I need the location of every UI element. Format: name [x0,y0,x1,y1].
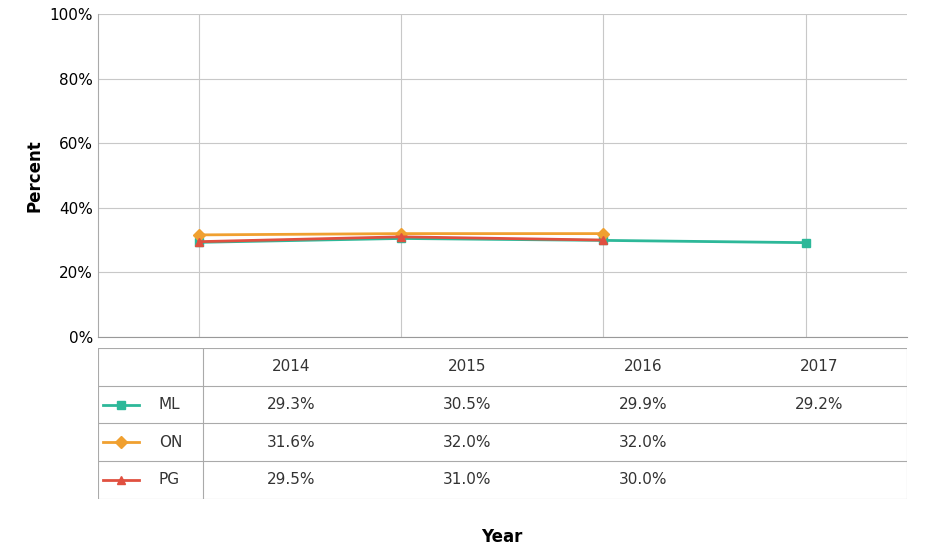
Line: ON: ON [194,229,607,239]
Text: ON: ON [159,434,182,449]
Line: PG: PG [194,233,607,246]
Y-axis label: Percent: Percent [26,139,44,212]
Text: 31.0%: 31.0% [443,472,491,487]
ML [193,239,205,246]
Text: 2016: 2016 [623,359,662,374]
ON [598,230,609,237]
Text: 29.5%: 29.5% [267,472,315,487]
PG [395,233,406,240]
ML [395,235,406,242]
ML [800,240,811,246]
Text: 2017: 2017 [800,359,838,374]
PG [598,237,609,243]
ON [193,232,205,238]
Text: ML: ML [159,397,180,412]
ML [598,237,609,244]
Text: 29.3%: 29.3% [267,397,315,412]
Text: 30.0%: 30.0% [618,472,667,487]
Line: ML: ML [194,234,810,247]
Text: 32.0%: 32.0% [443,434,491,449]
Text: 2014: 2014 [272,359,310,374]
Text: 29.2%: 29.2% [794,397,843,412]
Text: 30.5%: 30.5% [443,397,491,412]
Text: 32.0%: 32.0% [618,434,667,449]
Text: 29.9%: 29.9% [618,397,667,412]
Text: 31.6%: 31.6% [267,434,315,449]
Text: 2015: 2015 [447,359,486,374]
ON [395,230,406,237]
Text: PG: PG [159,472,179,487]
Text: Year: Year [482,528,523,546]
PG [193,238,205,245]
